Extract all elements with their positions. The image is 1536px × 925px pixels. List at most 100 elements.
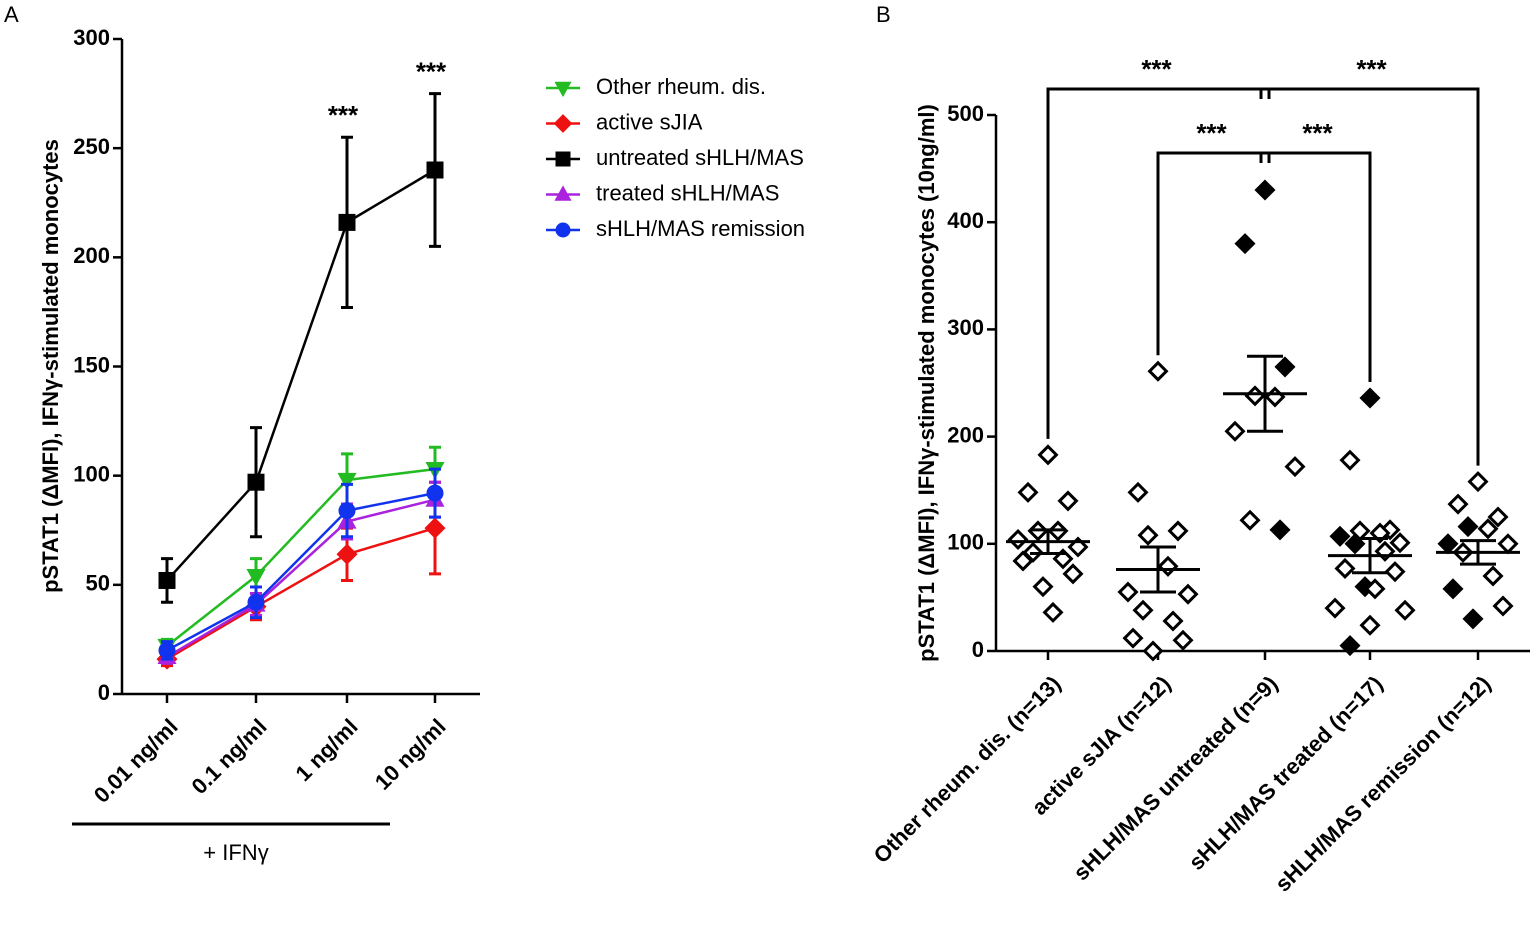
marker — [1012, 550, 1034, 572]
y-tick-label: 400 — [947, 208, 984, 233]
marker — [1462, 608, 1484, 630]
sem-bar — [1140, 545, 1176, 594]
y-axis-label: pSTAT1 (ΔMFI), IFNγ-stimulated monocytes… — [914, 104, 939, 662]
marker — [1157, 555, 1179, 577]
marker — [1442, 578, 1464, 600]
marker — [1482, 565, 1504, 587]
marker — [1477, 518, 1499, 540]
marker — [1122, 627, 1144, 649]
marker — [1042, 601, 1064, 623]
marker — [555, 222, 571, 238]
marker — [1487, 506, 1509, 528]
panel-label: A — [4, 2, 19, 27]
marker — [1032, 576, 1054, 598]
x-tick-label: 0.01 ng/ml — [89, 714, 183, 808]
legend-label: untreated sHLH/MAS — [596, 145, 804, 170]
marker — [554, 81, 572, 98]
y-tick-label: 200 — [947, 422, 984, 447]
marker — [1359, 614, 1381, 636]
marker — [247, 473, 265, 491]
y-tick-label: 0 — [972, 637, 984, 662]
y-tick-label: 300 — [73, 25, 110, 50]
marker — [1127, 481, 1149, 503]
marker — [1244, 385, 1266, 407]
x-tick-label: 1 ng/ml — [291, 714, 363, 786]
marker — [1234, 233, 1256, 255]
bracket — [1046, 87, 1271, 439]
marker — [1437, 533, 1459, 555]
series-line — [166, 498, 436, 658]
marker — [1142, 640, 1164, 662]
marker — [1447, 493, 1469, 515]
y-tick-label: 100 — [947, 530, 984, 555]
marker — [1374, 540, 1396, 562]
annotation: *** — [328, 100, 359, 130]
legend-label: active sJIA — [596, 109, 703, 134]
marker — [1274, 356, 1296, 378]
marker — [1264, 386, 1286, 408]
marker — [1062, 563, 1084, 585]
y-tick-label: 50 — [86, 571, 110, 596]
x-axis-label: + IFNγ — [203, 840, 268, 865]
marker — [338, 213, 356, 231]
marker — [1334, 557, 1356, 579]
y-tick-label: 500 — [947, 101, 984, 126]
marker — [158, 641, 176, 659]
series-line — [166, 467, 436, 647]
annotation: *** — [416, 56, 447, 86]
marker — [1339, 449, 1361, 471]
marker — [158, 571, 176, 589]
bracket — [1259, 87, 1480, 466]
marker — [1467, 471, 1489, 493]
marker — [338, 502, 356, 520]
marker — [1389, 532, 1411, 554]
significance: *** — [1196, 118, 1227, 148]
marker — [1224, 420, 1246, 442]
marker — [553, 114, 573, 133]
significance: *** — [1302, 118, 1333, 148]
x-tick-label: 10 ng/ml — [370, 714, 451, 795]
x-tick-label: sHLH/MAS untreated (n=9) — [1068, 671, 1282, 885]
x-tick-label: Other rheum. dis. (n=13) — [869, 671, 1066, 868]
sem-bar — [1247, 354, 1283, 433]
marker — [1492, 595, 1514, 617]
significance: *** — [1141, 54, 1172, 84]
sem-bar — [1352, 536, 1388, 575]
legend-label: Other rheum. dis. — [596, 74, 766, 99]
significance: *** — [1356, 54, 1387, 84]
series-line — [166, 526, 436, 661]
marker — [246, 569, 266, 587]
marker — [1037, 444, 1059, 466]
marker — [1457, 516, 1479, 538]
y-tick-label: 100 — [73, 461, 110, 486]
y-tick-label: 0 — [98, 680, 110, 705]
marker — [426, 161, 444, 179]
marker — [1057, 490, 1079, 512]
y-tick-label: 300 — [947, 315, 984, 340]
marker — [1162, 610, 1184, 632]
marker — [1117, 581, 1139, 603]
marker — [1254, 179, 1276, 201]
marker — [555, 151, 571, 167]
marker — [1017, 481, 1039, 503]
x-tick-label: 0.1 ng/ml — [187, 714, 272, 799]
marker — [1384, 561, 1406, 583]
marker — [1269, 519, 1291, 541]
marker — [1284, 456, 1306, 478]
marker — [1359, 387, 1381, 409]
panel-label: B — [876, 2, 891, 27]
y-tick-label: 200 — [73, 243, 110, 268]
marker — [1329, 525, 1351, 547]
x-tick-label: sHLH/MAS treated (n=17) — [1184, 671, 1388, 875]
marker — [1167, 520, 1189, 542]
marker — [1339, 635, 1361, 657]
marker — [1132, 599, 1154, 621]
series-line — [166, 491, 436, 652]
marker — [1007, 528, 1029, 551]
series-line — [166, 168, 436, 582]
marker — [424, 517, 446, 539]
y-tick-label: 250 — [73, 134, 110, 159]
legend-label: treated sHLH/MAS — [596, 180, 779, 205]
bracket — [1259, 151, 1372, 383]
